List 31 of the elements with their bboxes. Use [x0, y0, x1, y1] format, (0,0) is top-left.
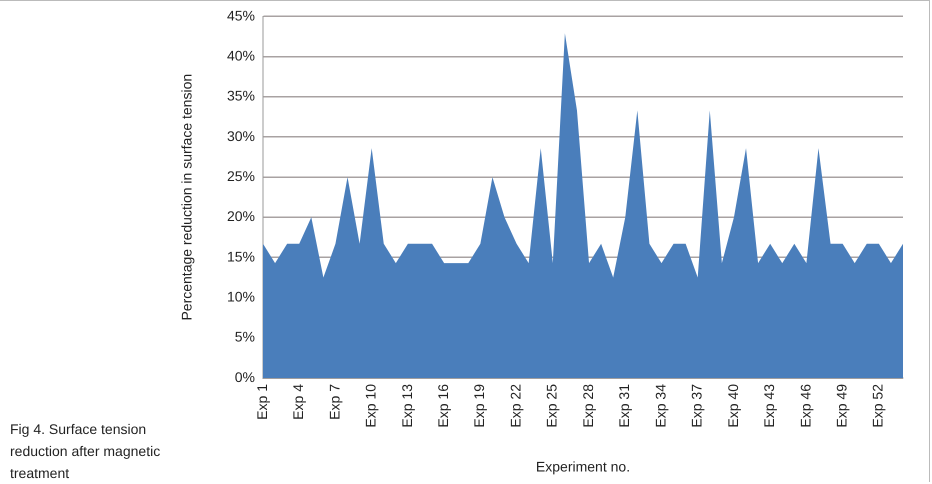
x-tick-label: Exp 13	[398, 384, 415, 428]
x-tick-label: Exp 16	[434, 384, 451, 428]
y-tick-label: 40%	[226, 47, 255, 64]
y-tick-label: 15%	[226, 248, 255, 264]
x-tick-label: Exp 4	[290, 384, 306, 420]
x-tick-label: Exp 22	[507, 384, 524, 428]
x-tick-label: Exp 40	[724, 384, 741, 428]
x-tick-label: Exp 28	[580, 384, 596, 428]
x-tick-label: Exp 43	[761, 384, 778, 428]
x-tick-label: Exp 19	[471, 384, 488, 428]
x-tick-label: Exp 46	[797, 384, 814, 428]
x-tick-label: Exp 52	[870, 384, 886, 428]
x-tick-label: Exp 37	[688, 384, 705, 428]
caption: Fig 4. Surface tension reduction after magnetic treatment	[10, 420, 162, 483]
y-tick-label: 20%	[226, 208, 255, 224]
x-tick-label: Exp 49	[833, 384, 850, 428]
x-tick-label: Exp 34	[652, 384, 668, 428]
x-axis-title: Experiment no.	[536, 458, 630, 474]
y-axis-title: Percentage reduction in surface tension	[178, 74, 194, 321]
x-tick-label: Exp 7	[326, 384, 342, 420]
y-tick-label: 45%	[226, 7, 255, 24]
y-tick-label: 25%	[226, 168, 255, 184]
y-tick-label: 30%	[226, 128, 255, 144]
y-tick-label: 0%	[234, 368, 255, 385]
y-tick-label: 35%	[226, 88, 255, 104]
x-tick-label: Exp 31	[616, 384, 632, 428]
y-tick-label: 10%	[226, 288, 255, 305]
x-tick-label: Exp 25	[544, 384, 560, 428]
x-tick-label: Exp 10	[362, 384, 379, 428]
y-tick-label: 5%	[234, 328, 255, 345]
x-tick-label: Exp 1	[254, 384, 270, 420]
